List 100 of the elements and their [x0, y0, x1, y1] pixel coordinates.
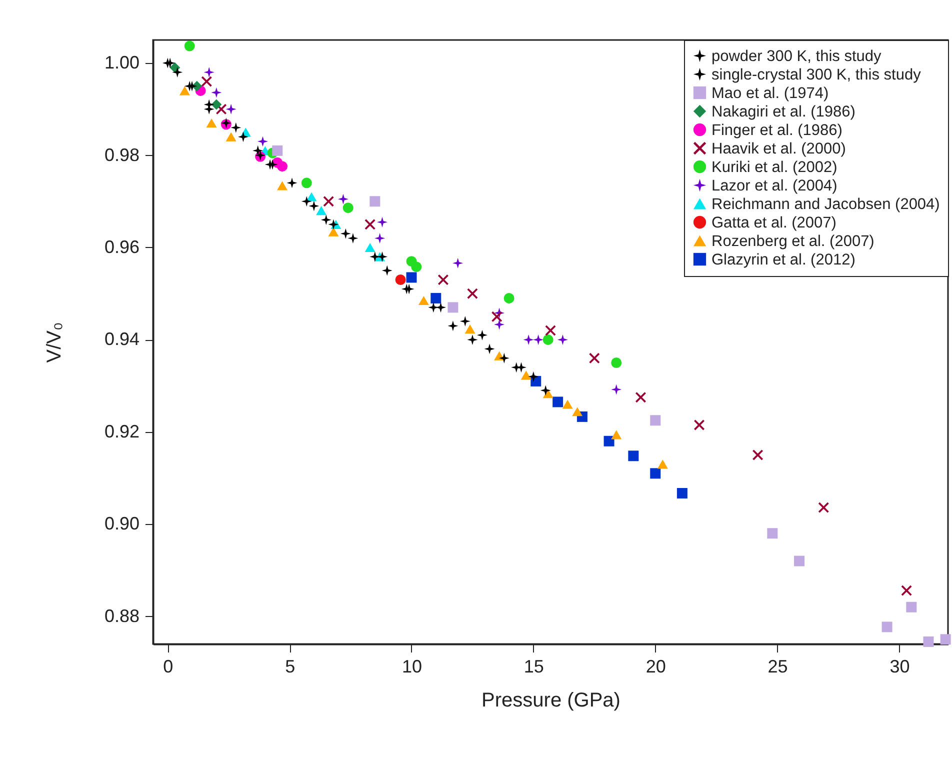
point: [238, 132, 248, 142]
legend-label: Gatta et al. (2007): [712, 214, 836, 232]
point: [201, 76, 212, 87]
point: [301, 178, 312, 188]
legend-label: Kuriki et al. (2002): [712, 158, 838, 176]
point: [752, 450, 764, 460]
point: [635, 392, 646, 403]
point: [395, 274, 406, 285]
point: [557, 334, 568, 345]
x-tick-label: 0: [163, 656, 174, 676]
legend-label: powder 300 K, this study: [712, 48, 882, 65]
point: [277, 161, 288, 172]
point: [940, 634, 951, 645]
point: [204, 67, 214, 78]
point: [448, 320, 458, 332]
point: [611, 358, 622, 368]
point: [476, 330, 488, 340]
point: [492, 311, 502, 322]
legend-label: Glazyrin et al. (2012): [712, 251, 856, 268]
point: [520, 370, 532, 380]
point: [438, 274, 448, 285]
y-tick-label: 0.90: [104, 514, 140, 534]
point: [364, 242, 376, 252]
point: [179, 86, 190, 96]
point: [562, 400, 573, 409]
point: [364, 219, 376, 230]
point: [448, 302, 458, 313]
legend-label: Lazor et al. (2004): [712, 177, 838, 194]
point: [430, 292, 442, 304]
y-tick-label: 1.00: [104, 52, 140, 73]
point: [211, 87, 222, 98]
point: [540, 385, 551, 396]
point: [316, 206, 327, 216]
point: [533, 334, 544, 345]
legend-label: single-crystal 300 K, this study: [712, 66, 922, 84]
point: [436, 302, 446, 313]
point: [286, 178, 298, 188]
point: [226, 104, 236, 114]
point: [320, 214, 332, 226]
point: [767, 528, 778, 539]
point: [301, 196, 312, 207]
point: [650, 415, 661, 426]
legend-label: Haavik et al. (2000): [712, 140, 846, 158]
x-tick-label: 25: [768, 656, 788, 676]
point: [923, 636, 934, 647]
point: [306, 192, 317, 202]
point: [382, 265, 392, 276]
x-tick-label: 30: [890, 656, 910, 676]
x-tick-label: 10: [402, 656, 422, 676]
point: [342, 202, 354, 214]
point: [172, 67, 183, 78]
point: [376, 216, 388, 228]
point: [901, 585, 912, 596]
point: [498, 352, 510, 364]
point: [794, 556, 804, 566]
y-axis-title: V/V₀: [43, 322, 66, 363]
point: [370, 251, 380, 262]
point: [611, 430, 622, 440]
point: [211, 99, 222, 110]
x-tick-label: 20: [646, 656, 666, 676]
point: [338, 194, 348, 204]
x-tick-label: 5: [285, 656, 296, 676]
legend-label: Nakagiri et al. (1986): [712, 103, 856, 120]
point: [323, 196, 334, 207]
point: [906, 602, 917, 612]
point: [589, 352, 600, 364]
point: [464, 324, 476, 334]
legend-label: Rozenberg et al. (2007): [712, 232, 874, 250]
point: [611, 384, 622, 395]
point: [230, 122, 242, 133]
point: [882, 622, 892, 632]
point: [340, 228, 351, 239]
point: [406, 272, 417, 283]
point: [528, 371, 539, 382]
legend-label: Finger et al. (1986): [712, 122, 842, 139]
point: [484, 344, 495, 354]
point: [308, 200, 320, 212]
point: [272, 145, 283, 156]
point: [572, 407, 583, 416]
point: [184, 40, 195, 52]
point: [504, 292, 514, 304]
point: [277, 181, 288, 190]
point: [494, 319, 505, 330]
legend-label: Mao et al. (1974): [712, 84, 829, 102]
point: [694, 420, 704, 430]
point: [411, 262, 422, 272]
point: [523, 334, 534, 345]
point: [552, 396, 564, 408]
x-tick-label: 15: [524, 656, 544, 676]
legend-label: Reichmann and Jacobsen (2004): [712, 196, 940, 213]
point: [467, 334, 478, 345]
point: [206, 118, 217, 128]
point: [542, 334, 554, 345]
point: [428, 302, 439, 313]
y-tick-label: 0.96: [104, 236, 140, 257]
y-tick-label: 0.94: [104, 329, 140, 350]
point: [226, 132, 236, 142]
point: [545, 325, 556, 336]
point: [460, 316, 470, 326]
y-tick-label: 0.92: [104, 421, 140, 442]
